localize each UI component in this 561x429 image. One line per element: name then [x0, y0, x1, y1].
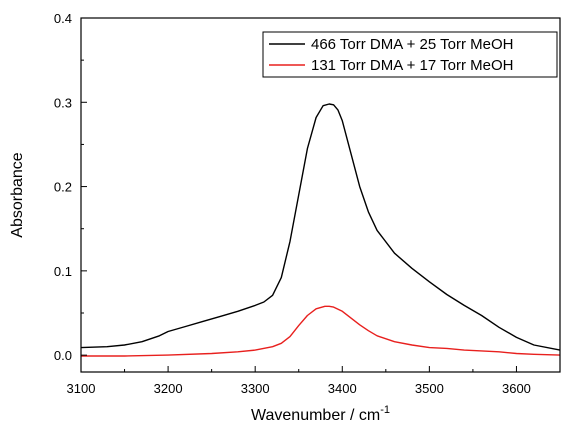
- x-tick-label: 3100: [67, 381, 96, 396]
- x-axis-title: Wavenumber / cm-1: [251, 404, 390, 424]
- y-axis-title: Absorbance: [9, 152, 26, 237]
- x-tick-label: 3600: [502, 381, 531, 396]
- x-tick-label: 3200: [154, 381, 183, 396]
- legend-label-2: 131 Torr DMA + 17 Torr MeOH: [311, 57, 513, 74]
- y-tick-label: 0.1: [54, 264, 72, 279]
- legend-box: [262, 31, 558, 78]
- legend: 466 Torr DMA + 25 Torr MeOH 131 Torr DMA …: [262, 31, 558, 78]
- x-axis-title-superscript: -1: [380, 404, 390, 416]
- series-layer: [80, 103, 561, 357]
- plot-frame: [80, 17, 561, 373]
- series-line-2: [81, 305, 561, 357]
- x-tick-label: 3400: [328, 381, 357, 396]
- y-tick-label: 0.0: [54, 348, 72, 363]
- legend-label-1: 466 Torr DMA + 25 Torr MeOH: [311, 36, 513, 53]
- x-tick-label: 3300: [241, 381, 270, 396]
- y-tick-label: 0.3: [54, 95, 72, 110]
- series-line-1: [80, 103, 561, 351]
- y-axis-ticks: 0.0 0.1 0.2 0.3 0.4: [54, 11, 87, 363]
- y-tick-label: 0.2: [54, 180, 72, 195]
- x-axis-ticks: 3100 3200 3300 3400 3500 3600: [67, 366, 531, 396]
- x-tick-label: 3500: [415, 381, 444, 396]
- x-axis-title-text: Wavenumber / cm: [251, 407, 380, 424]
- y-tick-label: 0.4: [54, 11, 72, 26]
